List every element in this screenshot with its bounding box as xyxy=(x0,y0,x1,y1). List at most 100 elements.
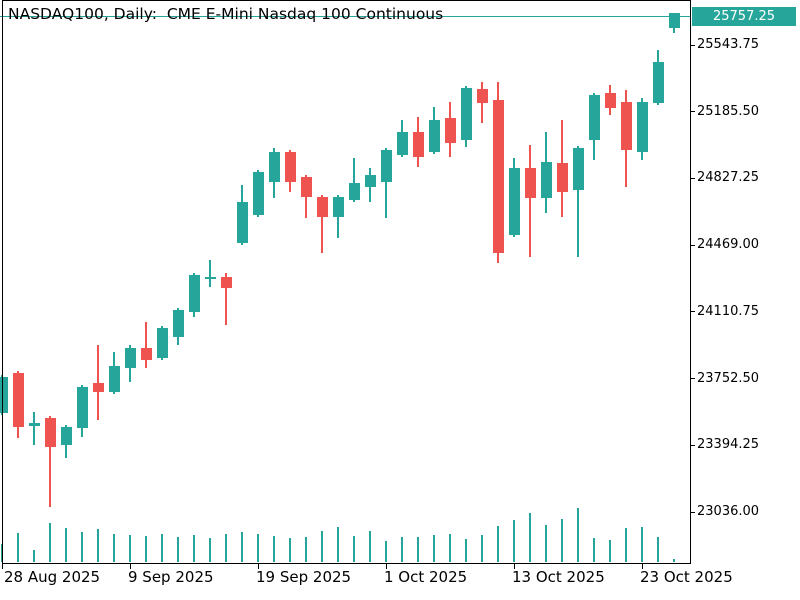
price-axis-tick xyxy=(690,244,695,246)
time-axis-label: 9 Sep 2025 xyxy=(128,568,214,586)
volume-bar xyxy=(449,534,451,562)
volume-bar xyxy=(113,534,115,562)
time-axis-tick xyxy=(514,564,515,569)
candle-body xyxy=(412,132,424,157)
price-axis-label: 23394.25 xyxy=(697,437,760,453)
candle-wick xyxy=(353,157,355,202)
volume-bar xyxy=(337,527,339,562)
candle-body xyxy=(396,132,408,155)
volume-bar xyxy=(81,532,83,562)
time-axis-tick xyxy=(130,564,131,569)
volume-bar xyxy=(385,541,387,562)
candle-body xyxy=(636,101,648,152)
time-axis-label: 19 Sep 2025 xyxy=(256,568,352,586)
bid-price-line xyxy=(0,15,690,17)
volume-bar xyxy=(401,537,403,562)
time-axis-tick xyxy=(386,564,387,569)
candle-body xyxy=(108,366,120,393)
bid-price-label: 25757.25 xyxy=(692,7,796,26)
candle-body xyxy=(60,426,72,445)
bid-price-value: 25757.25 xyxy=(712,9,776,24)
time-axis-label: 28 Aug 2025 xyxy=(4,568,101,586)
volume-bar xyxy=(33,550,35,562)
candle-body xyxy=(0,376,8,413)
candle-body xyxy=(556,162,568,193)
candle-body xyxy=(444,117,456,143)
price-axis-label: 23036.00 xyxy=(697,504,760,519)
volume-bar xyxy=(481,535,483,562)
volume-bar xyxy=(673,559,675,562)
candle-body xyxy=(236,201,248,243)
candle-body xyxy=(428,120,440,152)
volume-bar xyxy=(257,534,259,562)
candle-body xyxy=(348,182,360,200)
candle-body xyxy=(540,161,552,198)
candle-wick xyxy=(49,416,51,507)
candle-body xyxy=(172,309,184,337)
price-axis-tick xyxy=(690,511,695,513)
candle-body xyxy=(76,386,88,428)
volume-bar xyxy=(625,528,627,562)
candle-body xyxy=(44,418,56,447)
price-axis-line xyxy=(690,0,691,564)
price-axis-tick xyxy=(690,444,695,446)
volume-bar xyxy=(321,531,323,562)
candle-body xyxy=(652,61,664,103)
volume-bar xyxy=(193,535,195,562)
price-axis-label: 24469.00 xyxy=(697,237,760,253)
candle-body xyxy=(140,347,152,360)
candle-body xyxy=(92,382,104,393)
price-axis-tick xyxy=(690,44,695,46)
price-axis-label: 25543.75 xyxy=(697,37,760,52)
volume-bar xyxy=(161,534,163,562)
candle-body xyxy=(12,372,24,427)
volume-bar xyxy=(353,536,355,562)
candle-body xyxy=(668,13,680,28)
volume-bar xyxy=(577,508,579,562)
candle-body xyxy=(28,422,40,426)
candle-body xyxy=(268,151,280,182)
candle-body xyxy=(364,174,376,187)
volume-bar xyxy=(273,536,275,562)
volume-bar xyxy=(225,534,227,562)
candle-wick xyxy=(97,345,99,420)
candle-body xyxy=(220,276,232,288)
candle-body xyxy=(572,147,584,190)
price-axis-label: 25185.50 xyxy=(697,103,760,119)
volume-bar xyxy=(177,537,179,562)
candle-body xyxy=(124,347,136,368)
volume-bar xyxy=(65,528,67,562)
volume-bar xyxy=(49,523,51,562)
candle-body xyxy=(300,176,312,197)
candle-body xyxy=(604,92,616,108)
volume-bar xyxy=(465,539,467,562)
price-axis-label: 24110.75 xyxy=(697,303,760,319)
volume-bar xyxy=(369,531,371,562)
time-axis-label: 1 Oct 2025 xyxy=(384,568,468,586)
price-chart-canvas[interactable] xyxy=(0,0,690,563)
volume-bar xyxy=(417,537,419,562)
candle-body xyxy=(492,99,504,253)
candle-body xyxy=(332,197,344,217)
volume-bar xyxy=(209,538,211,562)
candle-body xyxy=(524,168,536,198)
candle-wick xyxy=(225,272,227,325)
volume-bar xyxy=(609,540,611,562)
candle-wick xyxy=(145,322,147,368)
volume-bar xyxy=(513,520,515,562)
chart-title: NASDAQ100, Daily: CME E-Mini Nasdaq 100 … xyxy=(8,5,444,23)
candle-body xyxy=(204,276,216,279)
candle-body xyxy=(460,88,472,140)
price-axis-tick xyxy=(690,111,695,113)
volume-bar xyxy=(641,527,643,562)
candle-body xyxy=(284,151,296,182)
candle-wick xyxy=(209,259,211,287)
volume-bar xyxy=(289,538,291,562)
candle-wick xyxy=(577,146,579,257)
price-axis-tick xyxy=(690,177,695,179)
candle-wick xyxy=(529,145,531,257)
volume-bar xyxy=(433,535,435,562)
price-axis-label: 24827.25 xyxy=(697,170,760,186)
volume-bar xyxy=(593,538,595,562)
